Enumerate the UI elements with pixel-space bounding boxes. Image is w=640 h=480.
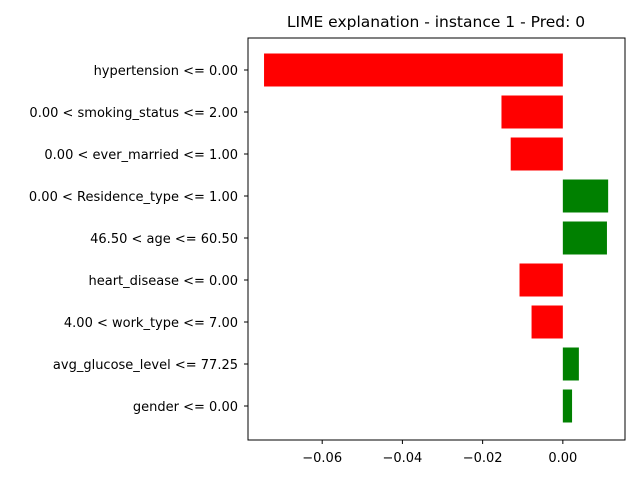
bar-avg-glucose-level-77-25 <box>562 347 579 381</box>
y-tick-label: 4.00 < work_type <= 7.00 <box>64 316 238 331</box>
y-tick-label: 0.00 < smoking_status <= 2.00 <box>29 106 238 121</box>
x-tick-label: 0.00 <box>548 451 577 466</box>
y-tick-label: avg_glucose_level <= 77.25 <box>53 358 238 373</box>
x-tick-label: −0.04 <box>382 451 422 466</box>
x-tick-label: −0.06 <box>302 451 342 466</box>
y-tick-label: 0.00 < ever_married <= 1.00 <box>44 148 238 163</box>
x-tick-label: −0.02 <box>463 451 503 466</box>
bar-gender-0-00 <box>562 389 573 423</box>
bar-4-00-work-type-7-00 <box>531 305 563 339</box>
bars-group <box>264 53 609 423</box>
bar-0-00-residence-type-1-00 <box>562 179 609 213</box>
y-tick-label: 46.50 < age <= 60.50 <box>90 232 238 247</box>
y-tick-label: 0.00 < Residence_type <= 1.00 <box>29 190 238 205</box>
y-tick-label: hypertension <= 0.00 <box>94 64 238 79</box>
bar-hypertension-0-00 <box>264 53 563 87</box>
chart-title: LIME explanation - instance 1 - Pred: 0 <box>287 13 585 31</box>
y-axis-ticks: hypertension <= 0.00 0.00 < smoking_statu… <box>29 64 248 415</box>
x-axis-ticks: −0.06 −0.04 −0.02 0.00 <box>302 440 577 466</box>
y-tick-label: heart_disease <= 0.00 <box>88 274 238 289</box>
bar-heart-disease-0-00 <box>519 263 563 297</box>
bar-46-50-age-60-50 <box>562 221 607 255</box>
y-tick-label: gender <= 0.00 <box>133 400 238 415</box>
axes-frame <box>247 37 626 441</box>
bar-0-00-smoking-status-2-00 <box>501 95 563 129</box>
bar-0-00-ever-married-1-00 <box>510 137 563 171</box>
